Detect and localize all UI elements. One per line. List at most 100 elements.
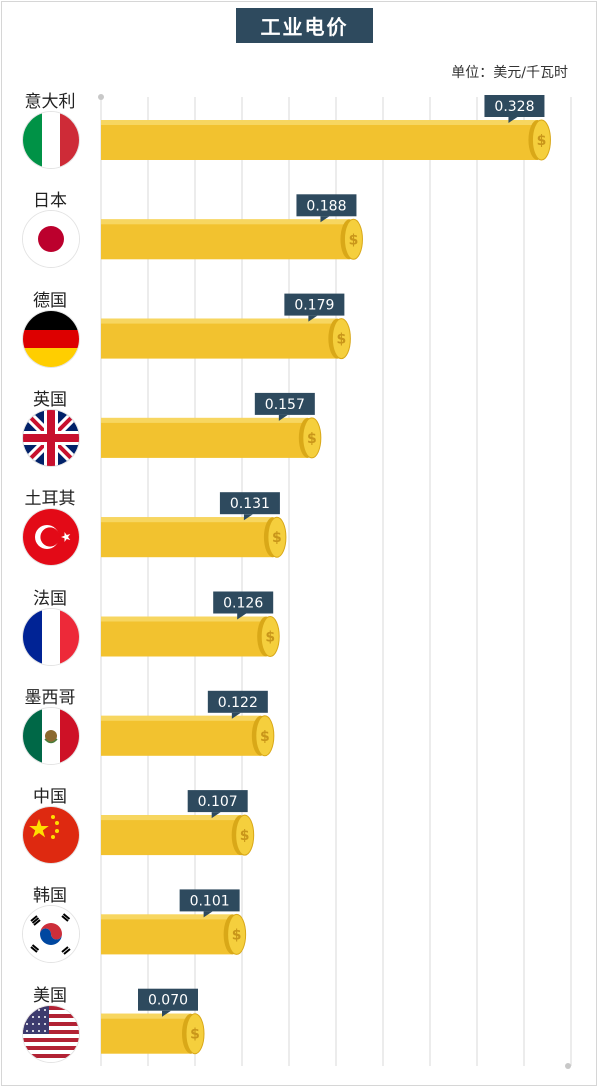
- axis-dot: [98, 94, 104, 100]
- dollar-icon: $: [307, 431, 317, 447]
- bar-highlight: [101, 616, 267, 622]
- value-label-box: [207, 690, 268, 713]
- flag-icon: [23, 310, 79, 367]
- value-label: 0.131: [230, 496, 270, 512]
- value-label-pointer: [203, 911, 213, 918]
- country-name: 土耳其: [24, 489, 76, 510]
- country-name: 中国: [33, 787, 67, 808]
- value-label-pointer: [278, 414, 288, 421]
- value-label-box: [296, 194, 357, 217]
- usa-flag: [23, 1005, 79, 1062]
- italy-flag: [23, 112, 79, 168]
- dollar-icon: $: [240, 828, 250, 844]
- bar-highlight: [101, 219, 350, 225]
- country-name: 德国: [33, 290, 67, 311]
- bar: [101, 120, 538, 160]
- coin-face: [185, 1013, 205, 1055]
- dollar-icon: $: [260, 729, 270, 745]
- bar-highlight: [101, 318, 338, 324]
- germany-flag: [23, 310, 79, 367]
- bar: [101, 616, 267, 657]
- coin-face: [235, 814, 255, 856]
- country-name: 意大利: [24, 92, 76, 112]
- bar: [101, 914, 233, 955]
- coin-face: [255, 715, 275, 757]
- bar: [101, 517, 273, 558]
- coin-face: [331, 318, 351, 360]
- flag-icon: [23, 1005, 79, 1062]
- bar-highlight: [101, 1013, 191, 1019]
- value-label: 0.126: [223, 596, 263, 612]
- value-label: 0.122: [218, 695, 258, 711]
- bar-highlight: [101, 815, 241, 821]
- bar: [101, 219, 350, 260]
- value-label-box: [484, 95, 545, 117]
- coin-face: [531, 119, 551, 161]
- dollar-icon: $: [272, 530, 282, 546]
- mexico-flag: [23, 707, 79, 764]
- country-name: 法国: [33, 588, 67, 609]
- value-label-pointer: [308, 315, 318, 322]
- dollar-icon: $: [232, 927, 242, 943]
- dollar-icon: $: [537, 133, 547, 149]
- value-label-pointer: [231, 712, 241, 719]
- korea-flag: [23, 906, 79, 963]
- country-name: 英国: [33, 389, 67, 410]
- bar: [101, 417, 308, 458]
- value-label-pointer: [508, 117, 518, 123]
- value-label-box: [179, 889, 240, 912]
- value-label-pointer: [243, 514, 253, 521]
- value-label-box: [284, 293, 345, 316]
- axis-dot: [565, 1063, 571, 1069]
- value-label-box: [254, 392, 315, 415]
- value-label: 0.328: [494, 99, 534, 115]
- value-label-pointer: [237, 613, 247, 620]
- bar: [101, 318, 338, 359]
- flag-icon: [23, 211, 79, 268]
- dollar-icon: $: [265, 630, 275, 646]
- flag-icon: [23, 509, 79, 566]
- coin-face: [267, 516, 287, 558]
- dollar-icon: $: [336, 332, 346, 348]
- value-label-box: [213, 591, 274, 614]
- coin-face: [260, 616, 280, 657]
- value-label: 0.101: [190, 893, 230, 909]
- bar: [101, 815, 241, 856]
- country-name: 韩国: [33, 886, 67, 907]
- country-name: 美国: [33, 985, 67, 1006]
- value-label: 0.188: [306, 198, 346, 214]
- coin-face: [343, 218, 363, 260]
- turkey-flag: [23, 509, 79, 566]
- value-label: 0.179: [294, 298, 334, 314]
- dollar-icon: $: [349, 232, 359, 248]
- flag-icon: [23, 807, 79, 864]
- value-label-box: [187, 790, 248, 813]
- flag-icon: [23, 608, 79, 665]
- value-label-box: [219, 492, 280, 515]
- bar: [101, 715, 261, 756]
- value-label-pointer: [211, 812, 221, 819]
- france-flag: [23, 608, 79, 665]
- country-name: 日本: [33, 191, 67, 212]
- unit-label: 单位：美元/千瓦时: [451, 65, 568, 81]
- china-flag: [23, 807, 79, 864]
- bar-highlight: [101, 715, 261, 721]
- bar-highlight: [101, 517, 273, 523]
- flag-icon: [23, 707, 79, 764]
- country-name: 墨西哥: [24, 687, 76, 708]
- value-label-pointer: [320, 216, 330, 223]
- bar: [101, 1013, 191, 1054]
- chart-title: 工业电价: [236, 8, 373, 43]
- dollar-icon: $: [190, 1027, 200, 1043]
- coin-face: [302, 417, 322, 459]
- japan-flag: [23, 211, 79, 268]
- value-label: 0.157: [265, 397, 305, 413]
- bar-highlight: [101, 914, 233, 920]
- value-label-box: [138, 988, 198, 1011]
- coin-face: [227, 913, 247, 955]
- flag-icon: [23, 112, 79, 168]
- value-label-pointer: [162, 1010, 171, 1017]
- flag-icon: [23, 906, 79, 963]
